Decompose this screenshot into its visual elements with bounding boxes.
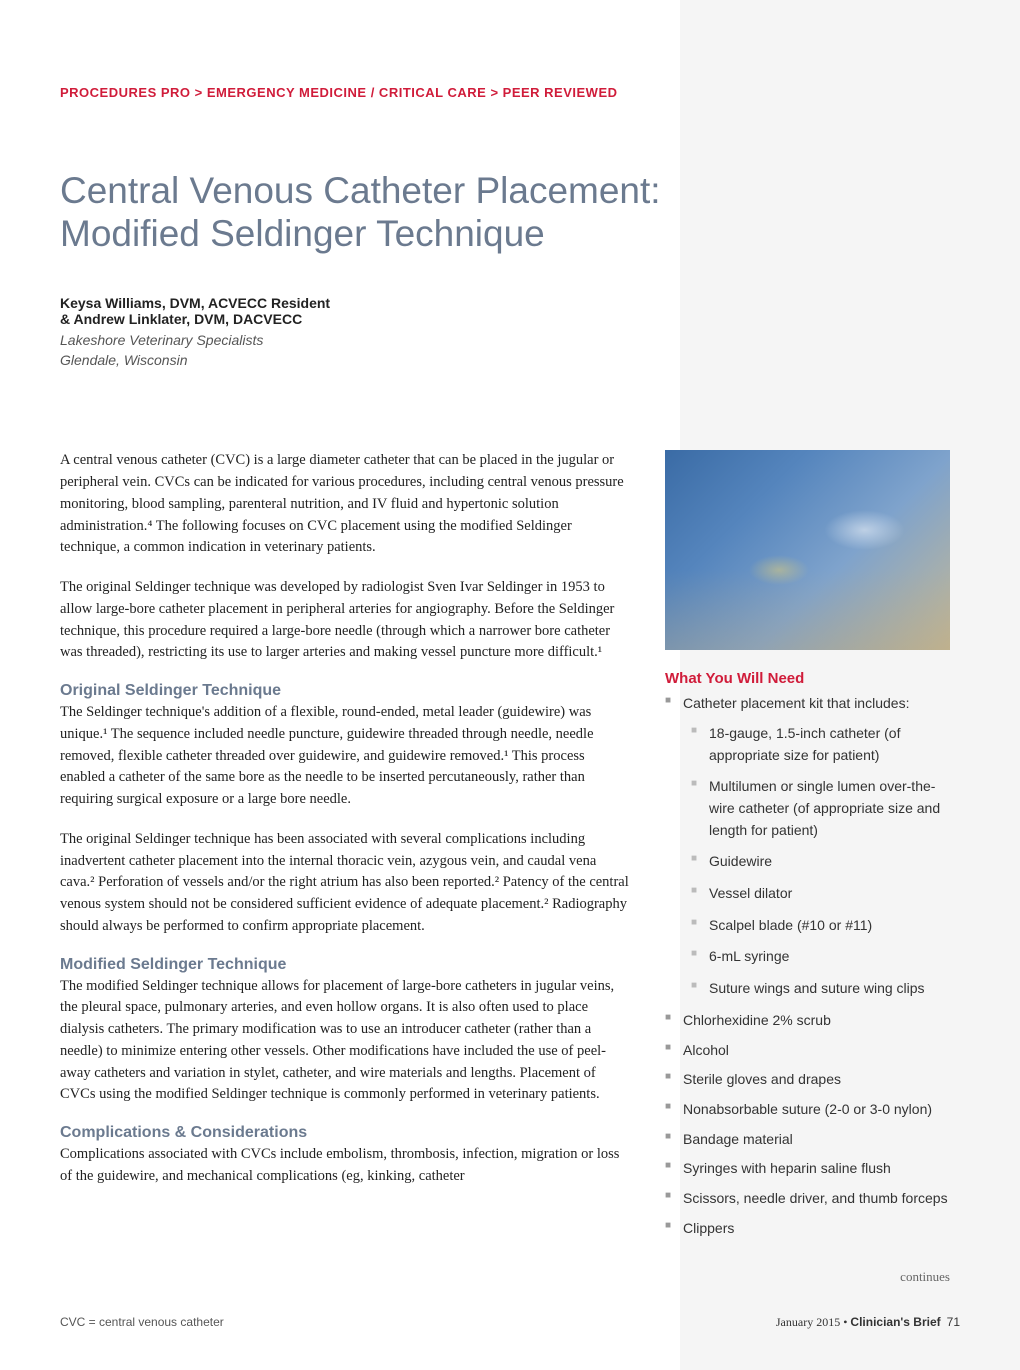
authors-block: Keysa Williams, DVM, ACVECC Resident & A… xyxy=(60,295,960,327)
list-item: Sterile gloves and drapes xyxy=(665,1069,950,1091)
list-item: Nonabsorbable suture (2-0 or 3-0 nylon) xyxy=(665,1099,950,1121)
author-line1: Keysa Williams, DVM, ACVECC Resident xyxy=(60,295,960,311)
page-footer: CVC = central venous catheter January 20… xyxy=(60,1315,960,1330)
continues-indicator: continues xyxy=(665,1269,950,1285)
list-item: Scalpel blade (#10 or #11) xyxy=(691,915,950,937)
list-item: Multilumen or single lumen over-the-wire… xyxy=(691,776,950,841)
article-title: Central Venous Catheter Placement: Modif… xyxy=(60,170,960,255)
list-item: Chlorhexidine 2% scrub xyxy=(665,1010,950,1032)
sublist: 18-gauge, 1.5-inch catheter (of appropri… xyxy=(691,723,950,1000)
footer-citation: January 2015 • Clinician's Brief 71 xyxy=(776,1315,960,1330)
list-item: Suture wings and suture wing clips xyxy=(691,978,950,1000)
footer-page-number: 71 xyxy=(947,1315,960,1329)
what-you-will-need-heading: What You Will Need xyxy=(665,670,950,687)
list-item: 6-mL syringe xyxy=(691,946,950,968)
affiliation-line2: Glendale, Wisconsin xyxy=(60,351,960,371)
title-line1: Central Venous Catheter Placement: xyxy=(60,170,960,213)
page: PROCEDURES PRO > EMERGENCY MEDICINE / CR… xyxy=(0,0,1020,1370)
breadcrumb-level3: PEER REVIEWED xyxy=(503,85,618,100)
two-column-layout: A central venous catheter (CVC) is a lar… xyxy=(60,450,960,1285)
list-item: Scissors, needle driver, and thumb force… xyxy=(665,1188,950,1210)
main-column: A central venous catheter (CVC) is a lar… xyxy=(60,450,630,1285)
breadcrumb-arrow: > xyxy=(195,85,203,100)
original-paragraph-2: The original Seldinger technique has bee… xyxy=(60,829,630,938)
intro-paragraph-2: The original Seldinger technique was dev… xyxy=(60,577,630,664)
list-item: Clippers xyxy=(665,1218,950,1240)
list-item: Syringes with heparin saline flush xyxy=(665,1158,950,1180)
breadcrumb-level1: PROCEDURES PRO xyxy=(60,85,191,100)
sidebar-column: What You Will Need Catheter placement ki… xyxy=(665,450,950,1285)
title-line2: Modified Seldinger Technique xyxy=(60,213,960,256)
content-wrapper: PROCEDURES PRO > EMERGENCY MEDICINE / CR… xyxy=(60,85,960,1330)
what-you-will-need-list: Catheter placement kit that includes: 18… xyxy=(665,693,950,1239)
section-heading-complications: Complications & Considerations xyxy=(60,1124,630,1142)
list-item: Vessel dilator xyxy=(691,883,950,905)
catheter-kit-photo xyxy=(665,450,950,650)
modified-paragraph: The modified Seldinger technique allows … xyxy=(60,976,630,1107)
breadcrumb: PROCEDURES PRO > EMERGENCY MEDICINE / CR… xyxy=(60,85,960,100)
breadcrumb-level2: EMERGENCY MEDICINE / CRITICAL CARE xyxy=(207,85,486,100)
footer-publication: Clinician's Brief xyxy=(850,1315,940,1329)
complications-paragraph: Complications associated with CVCs inclu… xyxy=(60,1144,630,1188)
list-item: Alcohol xyxy=(665,1040,950,1062)
footer-month: January 2015 xyxy=(776,1315,840,1329)
list-item: Catheter placement kit that includes: 18… xyxy=(665,693,950,1000)
list-item: Guidewire xyxy=(691,851,950,873)
original-paragraph-1: The Seldinger technique's addition of a … xyxy=(60,702,630,811)
list-item: Bandage material xyxy=(665,1129,950,1151)
section-heading-original: Original Seldinger Technique xyxy=(60,682,630,700)
section-heading-modified: Modified Seldinger Technique xyxy=(60,956,630,974)
intro-paragraph-1: A central venous catheter (CVC) is a lar… xyxy=(60,450,630,559)
footer-abbreviation: CVC = central venous catheter xyxy=(60,1315,224,1329)
breadcrumb-arrow: > xyxy=(490,85,498,100)
affiliation-line1: Lakeshore Veterinary Specialists xyxy=(60,331,960,351)
footer-dot: • xyxy=(843,1315,847,1329)
author-line2: & Andrew Linklater, DVM, DACVECC xyxy=(60,311,960,327)
list-item: 18-gauge, 1.5-inch catheter (of appropri… xyxy=(691,723,950,766)
affiliation-block: Lakeshore Veterinary Specialists Glendal… xyxy=(60,331,960,370)
list-item-label: Catheter placement kit that includes: xyxy=(683,695,909,711)
